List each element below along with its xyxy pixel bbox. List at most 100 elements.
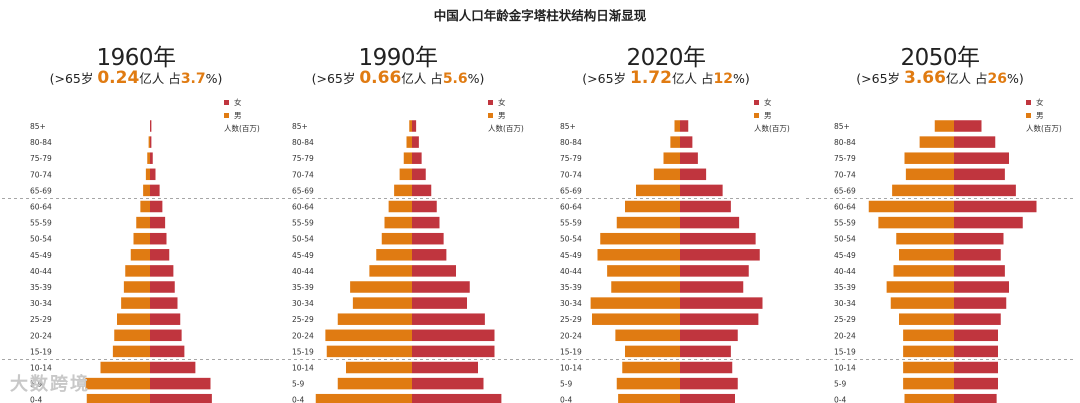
- age-group-label: 20-24: [292, 331, 314, 340]
- bar-male: [600, 232, 680, 245]
- bar-female: [412, 265, 456, 277]
- bar-female: [954, 329, 998, 342]
- subtitle-unit: 亿人: [401, 71, 427, 86]
- bar-female: [150, 120, 152, 132]
- age-group-label: 55-59: [834, 219, 856, 228]
- age-group-label: 55-59: [560, 219, 582, 228]
- bar-female: [954, 216, 1023, 229]
- bar-female: [680, 200, 731, 213]
- legend-male-swatch: [1026, 113, 1031, 118]
- legend-female-swatch: [1026, 100, 1031, 105]
- bar-male: [121, 297, 150, 309]
- bar-female: [412, 168, 426, 181]
- bar-male: [369, 265, 412, 277]
- elderly-share-value: 26: [987, 71, 1007, 87]
- age-group-label: 65-69: [560, 186, 582, 195]
- pyramid-chart-svg: 85+ 80-84 75-79 70-74 65-69 60-64 55-59 50-54 45…: [806, 120, 1074, 403]
- legend-unit-label: 人数(百万): [488, 124, 524, 133]
- pyramid-panel-1990: 1990年 (>65岁 0.66亿人 占5.6%) 85+ 80-84 75-79 7…: [264, 30, 532, 403]
- bar-male: [376, 249, 412, 261]
- age-group-label: 20-24: [560, 331, 582, 340]
- age-group-label: 50-54: [560, 235, 582, 244]
- legend-unit-label: 人数(百万): [754, 124, 790, 133]
- bar-male: [903, 361, 954, 374]
- subtitle-share-suffix: %): [1006, 71, 1024, 86]
- age-group-label: 80-84: [30, 138, 52, 147]
- age-group-label: 50-54: [30, 235, 52, 244]
- age-group-label: 75-79: [30, 154, 52, 163]
- bar-female: [954, 313, 1001, 325]
- bar-female: [412, 200, 437, 213]
- bar-female: [680, 120, 689, 132]
- age-group-label: 35-39: [834, 283, 856, 292]
- panel-year: 1990年: [358, 45, 438, 71]
- legend-male-label: 男: [1036, 111, 1044, 120]
- legend-male-swatch: [754, 113, 759, 118]
- age-group-label: 30-34: [834, 299, 856, 308]
- bar-male: [899, 249, 954, 261]
- age-group-label: 40-44: [30, 267, 52, 276]
- age-group-label: 80-84: [834, 138, 856, 147]
- age-group-label: 5-9: [560, 380, 572, 389]
- bar-male: [590, 297, 680, 309]
- subtitle-share-prefix: 占: [974, 71, 988, 86]
- age-group-label: 40-44: [292, 267, 314, 276]
- bar-male: [350, 281, 412, 293]
- age-group-label: 10-14: [834, 364, 856, 373]
- bar-male: [878, 216, 954, 229]
- age-group-label: 70-74: [30, 170, 52, 179]
- legend-female-label: 女: [498, 98, 506, 107]
- bar-female: [680, 184, 723, 197]
- bar-female: [150, 152, 153, 164]
- age-group-label: 30-34: [292, 299, 314, 308]
- subtitle-unit: 亿人: [139, 71, 165, 86]
- age-group-label: 25-29: [834, 315, 856, 324]
- bar-male: [597, 249, 680, 261]
- bar-female: [680, 168, 707, 181]
- subtitle-share-prefix: 占: [700, 71, 714, 86]
- age-group-label: 80-84: [560, 138, 582, 147]
- pyramid-chart-svg: 85+ 80-84 75-79 70-74 65-69 60-64 55-59 50-54 45…: [2, 120, 270, 403]
- bar-female: [954, 184, 1016, 197]
- bar-male: [903, 329, 954, 342]
- age-group-label: 70-74: [834, 170, 856, 179]
- bar-female: [150, 393, 212, 403]
- bar-female: [680, 393, 735, 403]
- subtitle-share-prefix: 占: [168, 71, 181, 86]
- bar-male: [100, 361, 150, 374]
- elderly-population-value: 0.66: [359, 68, 402, 88]
- subtitle-prefix: (>65岁: [311, 71, 356, 86]
- age-group-label: 5-9: [30, 380, 42, 389]
- age-group-label: 5-9: [834, 380, 846, 389]
- legend-male-label: 男: [764, 111, 772, 120]
- bar-female: [412, 361, 478, 374]
- bar-male: [616, 377, 680, 390]
- bar-female: [412, 216, 440, 229]
- bar-female: [680, 281, 744, 293]
- legend: 女 男 人数(百万): [224, 96, 260, 135]
- age-group-label: 60-64: [560, 203, 582, 212]
- age-group-label: 15-19: [292, 347, 314, 356]
- bar-male: [653, 168, 680, 181]
- bar-male: [86, 393, 150, 403]
- bar-male: [890, 297, 954, 309]
- legend: 女 男 人数(百万): [754, 96, 790, 135]
- bar-male: [607, 265, 680, 277]
- bar-male: [125, 265, 150, 277]
- bar-male: [903, 377, 954, 390]
- panel-subtitle: (>65岁 0.24亿人 占3.7%): [2, 68, 270, 88]
- bar-female: [412, 297, 467, 309]
- age-group-label: 25-29: [560, 315, 582, 324]
- bar-female: [954, 297, 1007, 309]
- age-group-label: 0-4: [560, 396, 572, 403]
- bar-male: [112, 345, 150, 358]
- age-group-label: 85+: [560, 122, 576, 131]
- age-group-label: 80-84: [292, 138, 314, 147]
- bar-male: [905, 168, 954, 181]
- pyramid-panel-2050: 2050年 (>65岁 3.66亿人 占26%) 85+ 80-84 75-79 70…: [806, 30, 1074, 403]
- bar-male: [406, 136, 412, 148]
- legend-unit-label: 人数(百万): [224, 124, 260, 133]
- bar-male: [670, 136, 680, 148]
- age-group-label: 50-54: [834, 235, 856, 244]
- bar-male: [903, 345, 954, 358]
